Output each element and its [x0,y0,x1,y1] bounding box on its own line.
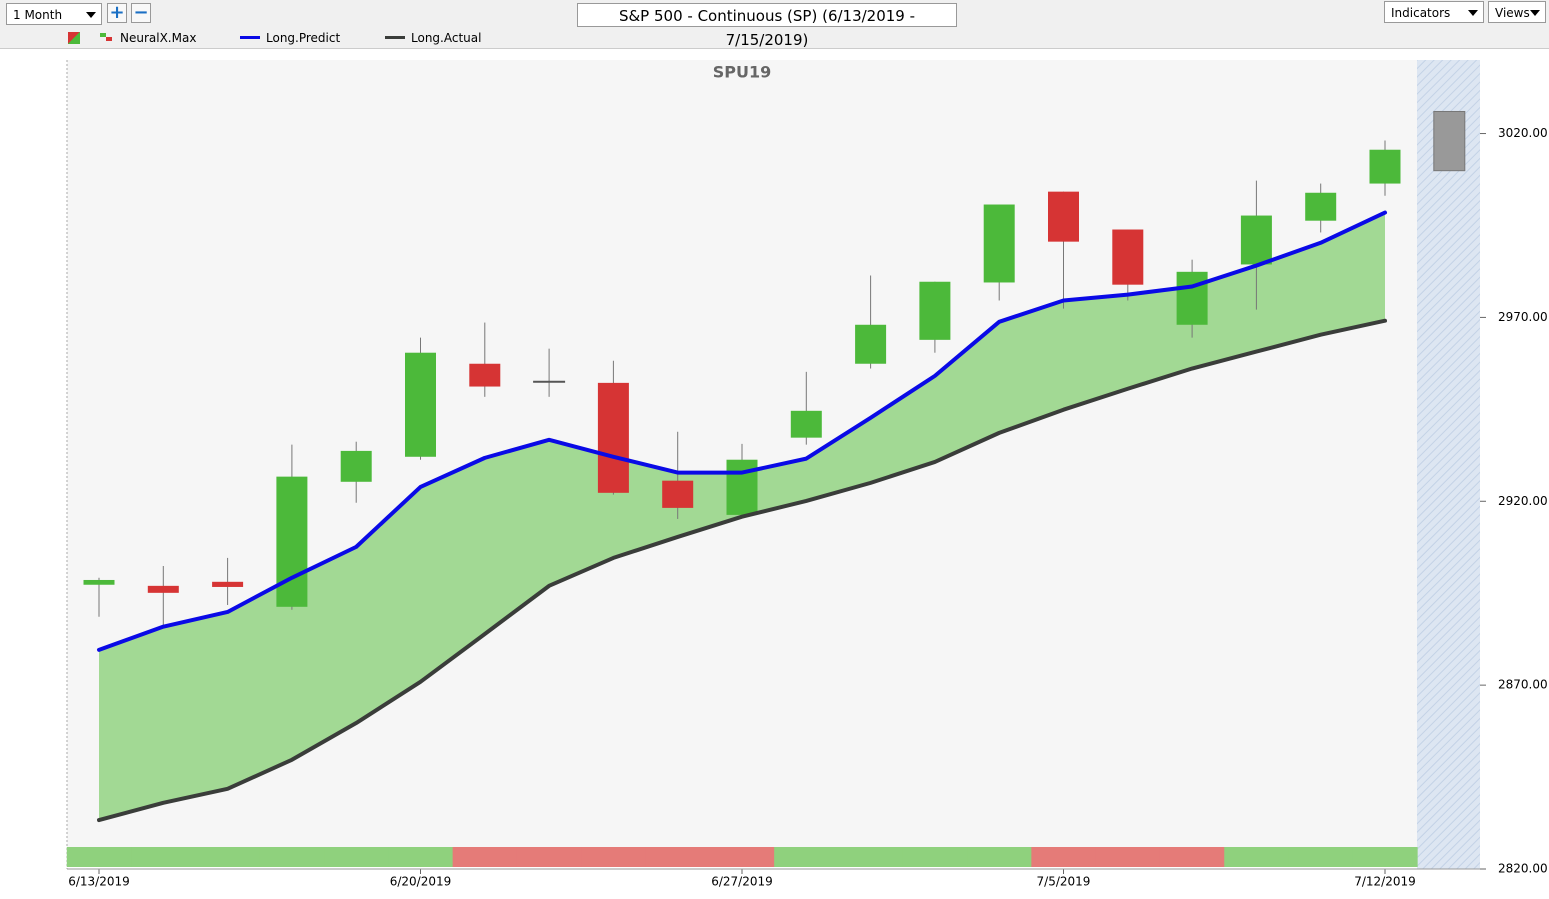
signal-segment [1224,847,1290,867]
views-dropdown[interactable]: Views [1488,1,1546,23]
toolbar: 1 Month + − S&P 500 - Continuous (SP) (6… [0,0,1549,49]
chart: SPU19 2820.00 2870.00 2920.00 2970.00 3020.0… [66,60,1548,889]
signal-segment [581,847,647,867]
candle-body [983,204,1015,283]
y-tick-label: 2970.00 [1498,310,1548,324]
signal-icon [100,33,106,37]
candle-body [726,459,758,515]
candle-body [1369,149,1401,184]
candle-body [1240,215,1272,265]
legend-label: Long.Actual [411,31,482,45]
legend-label: NeuralX.Max [120,31,197,45]
candle-body [855,324,887,364]
y-tick-label: 2870.00 [1498,678,1548,692]
signal-segment [516,847,582,867]
signal-segment [195,847,261,867]
signal-segment [902,847,968,867]
signal-segment [388,847,454,867]
signal-segment [1352,847,1418,867]
chart-title: SPU19 [713,63,772,82]
signal-segment [1031,847,1097,867]
signal-icon [106,37,112,41]
signal-segment [259,847,325,867]
signal-segment [645,847,711,867]
candle-body [597,382,629,493]
candle-body [1112,229,1144,285]
signal-segment [324,847,389,867]
candle-body [1176,271,1208,325]
candle-body [1305,192,1337,221]
period-dropdown[interactable]: 1 Month [6,3,102,25]
signal-segment [1288,847,1354,867]
y-tick-label: 3020.00 [1498,126,1548,140]
indicators-dropdown[interactable]: Indicators [1384,1,1484,23]
legend-swatch [385,36,405,39]
x-tick-label: 6/27/2019 [711,875,773,889]
candle-legend-icon [68,32,80,44]
signal-segment [452,847,518,867]
x-tick-label: 6/13/2019 [68,875,130,889]
candle-body [83,579,115,585]
candle-body [533,380,566,383]
signal-segment [1095,847,1161,867]
signal-segment [774,847,839,867]
signal-segment [66,847,132,867]
candle-body [147,585,179,593]
candle-body [405,352,436,457]
series-line [97,210,1387,652]
candle-body [212,581,244,587]
candle-body [1048,191,1079,242]
window-title: S&P 500 - Continuous (SP) (6/13/2019 - 7… [577,3,957,49]
signal-segment [967,847,1032,867]
candle-body [790,410,822,438]
candle-body [919,281,951,340]
candle-body [662,480,694,508]
legend-label: Long.Predict [266,31,341,45]
y-tick-label: 2820.00 [1498,862,1548,876]
y-tick-label: 2920.00 [1498,494,1548,508]
x-tick-label: 7/12/2019 [1354,875,1416,889]
candle-body [340,450,372,482]
zoom-in[interactable]: + [107,3,127,23]
forecast-region [1417,60,1480,869]
candle-body [276,476,308,607]
series-line [97,318,1387,823]
signal-segment [1159,847,1225,867]
signal-segment [131,847,196,867]
forecast-box [1433,110,1466,172]
x-tick-label: 6/20/2019 [390,875,452,889]
legend-swatch [240,36,260,39]
candle-body [469,363,501,387]
zoom-out[interactable]: − [131,3,151,23]
x-tick-label: 7/5/2019 [1037,875,1091,889]
signal-segment [838,847,904,867]
signal-segment [709,847,775,867]
